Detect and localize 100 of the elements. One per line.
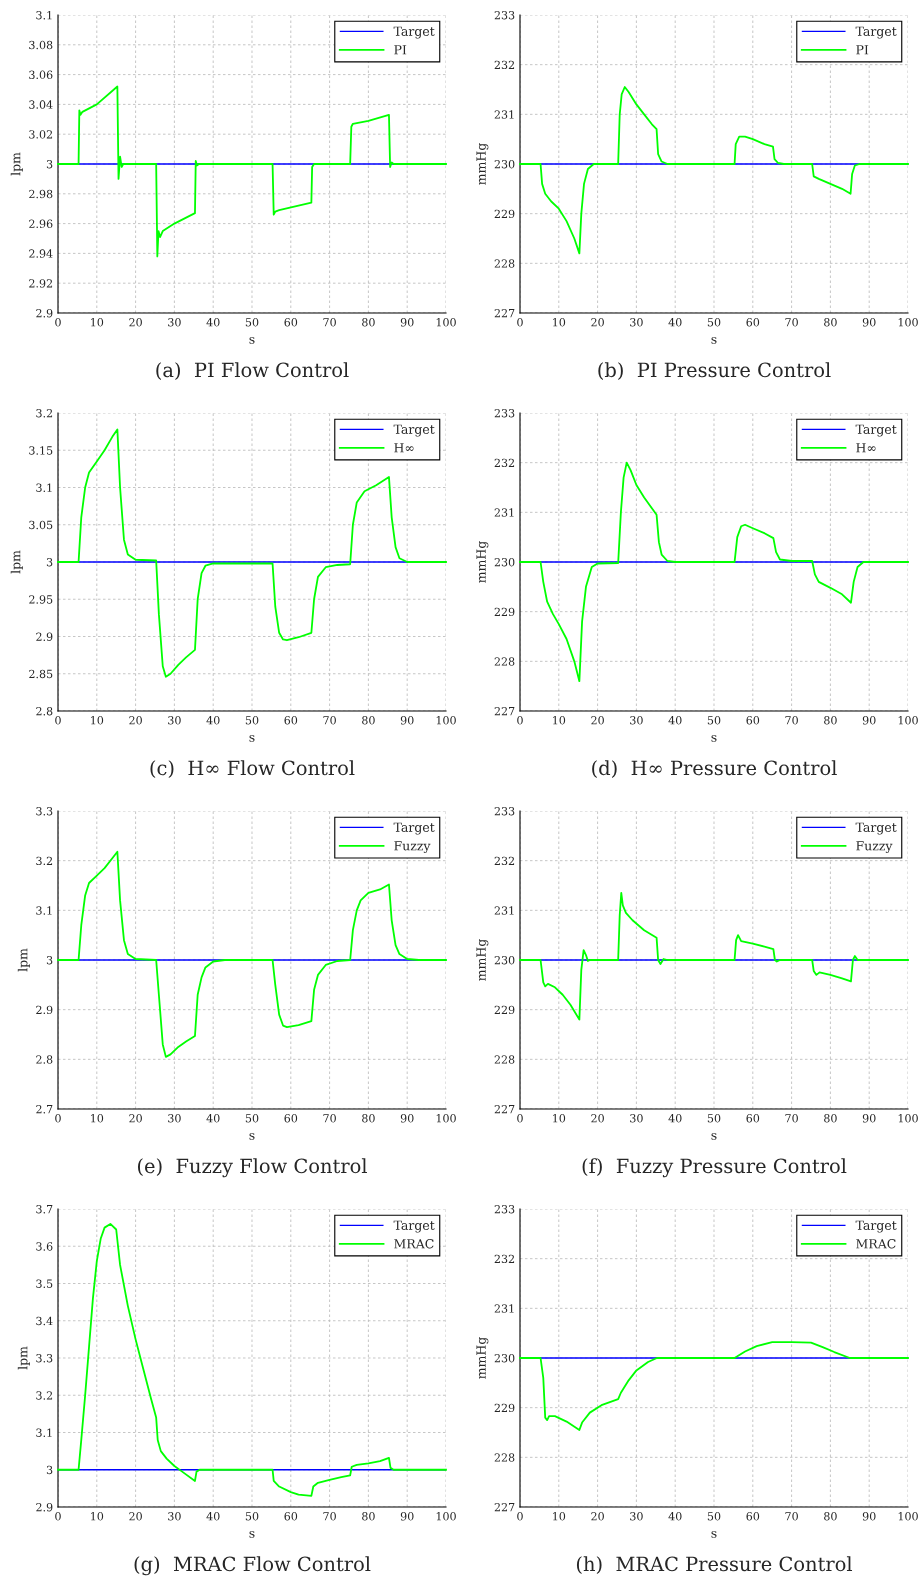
y-tick-label: 231 <box>494 110 514 119</box>
x-tick-label: 100 <box>898 318 918 327</box>
y-tick-label: 230 <box>494 159 515 169</box>
x-tick-label: 100 <box>436 1114 456 1123</box>
y-tick-label: 232 <box>494 458 515 468</box>
text: (d) H∞ Pressure Control <box>592 760 837 778</box>
x-tick-label: 0 <box>517 1512 523 1521</box>
x-tick-label: 70 <box>785 318 798 327</box>
x-tick-label: 90 <box>400 716 414 725</box>
text: (c) H∞ Flow Control <box>150 760 355 778</box>
legend-label: Fuzzy <box>394 841 431 854</box>
x-tick-label: 20 <box>129 716 142 725</box>
x-tick-label: 70 <box>323 318 336 327</box>
legend-label: Target <box>855 1220 897 1233</box>
x-tick-label: 40 <box>668 1114 682 1123</box>
x-tick-label: 0 <box>55 1512 61 1521</box>
y-axis-title: mmHg <box>476 1337 489 1379</box>
x-tick-label: 20 <box>129 1114 142 1123</box>
y-tick-label: 233 <box>494 408 515 418</box>
legend-label: Target <box>393 822 435 835</box>
line-series <box>519 86 909 255</box>
x-tick-label: 30 <box>630 1114 643 1123</box>
legend-label: H∞ <box>394 443 414 453</box>
x-tick-label: 90 <box>400 318 414 327</box>
y-tick-label: 3.06 <box>29 70 53 79</box>
y-tick-label: 3 <box>46 955 53 965</box>
x-tick-label: 70 <box>785 716 798 725</box>
y-tick-label: 3.15 <box>29 446 53 455</box>
x-axis-title: s <box>711 337 717 344</box>
x-tick-label: 80 <box>824 1512 837 1521</box>
text: (h) MRAC Pressure Control <box>576 1556 853 1574</box>
x-tick-label: 70 <box>323 1114 336 1123</box>
x-tick-label: 100 <box>436 1512 456 1521</box>
y-tick-label: 2.95 <box>29 595 53 604</box>
x-tick-label: 10 <box>91 716 104 725</box>
x-tick-label: 10 <box>91 1114 104 1123</box>
x-tick-label: 30 <box>168 716 181 725</box>
legend-label: PI <box>856 45 869 55</box>
x-tick-label: 30 <box>168 318 181 327</box>
y-tick-label: 3.02 <box>29 130 53 139</box>
legend-label: Target <box>393 26 435 39</box>
x-tick-label: 100 <box>898 716 918 725</box>
legend-label: Target <box>855 26 897 39</box>
legend-label: Fuzzy <box>856 841 893 854</box>
y-tick-label: 227 <box>494 1104 515 1114</box>
y-tick-label: 228 <box>494 1453 515 1462</box>
y-tick-label: 3.05 <box>29 520 53 530</box>
x-tick-label: 80 <box>824 1114 837 1123</box>
y-tick-label: 233 <box>494 806 515 816</box>
y-tick-label: 3.6 <box>36 1242 53 1251</box>
x-tick-label: 100 <box>436 716 456 725</box>
y-tick-label: 229 <box>494 1005 515 1015</box>
x-axis-title: s <box>249 1531 255 1538</box>
x-tick-label: 30 <box>630 318 643 327</box>
x-tick-label: 90 <box>862 1114 876 1123</box>
y-tick-label: 2.7 <box>36 1104 53 1114</box>
x-tick-label: 0 <box>55 716 61 725</box>
y-tick-label: 3.2 <box>36 408 53 418</box>
x-tick-label: 80 <box>824 716 837 725</box>
y-axis-title: mmHg <box>476 143 489 185</box>
x-tick-label: 0 <box>517 716 523 725</box>
line-series <box>519 1341 909 1431</box>
y-tick-label: 2.92 <box>29 279 53 288</box>
x-tick-label: 40 <box>206 716 220 725</box>
x-tick-label: 0 <box>517 1114 523 1123</box>
x-tick-label: 50 <box>707 716 721 725</box>
x-tick-label: 20 <box>129 1512 142 1521</box>
x-tick-label: 40 <box>668 716 682 725</box>
text: (e) Fuzzy Flow Control <box>137 1158 367 1178</box>
y-tick-label: 228 <box>494 657 515 666</box>
x-tick-label: 90 <box>862 1512 876 1521</box>
x-tick-label: 100 <box>436 318 456 327</box>
y-tick-label: 229 <box>494 607 515 617</box>
x-tick-label: 50 <box>707 1114 721 1123</box>
x-tick-label: 40 <box>206 318 220 327</box>
y-tick-label: 3.1 <box>36 1428 52 1437</box>
y-tick-label: 3.08 <box>29 40 53 50</box>
x-tick-label: 20 <box>129 318 142 327</box>
y-tick-label: 2.8 <box>36 706 53 716</box>
y-tick-label: 231 <box>494 906 514 915</box>
line-series <box>57 85 447 258</box>
y-tick-label: 2.9 <box>36 308 53 318</box>
x-tick-label: 100 <box>898 1512 918 1521</box>
y-tick-label: 227 <box>494 706 515 716</box>
x-tick-label: 70 <box>323 1512 336 1521</box>
x-tick-label: 70 <box>785 1114 798 1123</box>
x-tick-label: 0 <box>55 1114 61 1123</box>
text: (a) PI Flow Control <box>156 362 349 380</box>
x-tick-label: 50 <box>245 716 259 725</box>
x-tick-label: 10 <box>91 1512 104 1521</box>
y-tick-label: 232 <box>494 1254 515 1264</box>
y-axis-title: lpm <box>10 550 23 574</box>
x-axis-title: s <box>249 1133 255 1140</box>
x-tick-label: 10 <box>553 1512 566 1521</box>
y-tick-label: 3.3 <box>36 1353 53 1363</box>
x-tick-label: 50 <box>707 1512 721 1521</box>
x-tick-label: 70 <box>785 1512 798 1521</box>
y-tick-label: 233 <box>494 1204 515 1214</box>
y-tick-label: 3 <box>46 159 53 169</box>
x-tick-label: 20 <box>591 1512 604 1521</box>
